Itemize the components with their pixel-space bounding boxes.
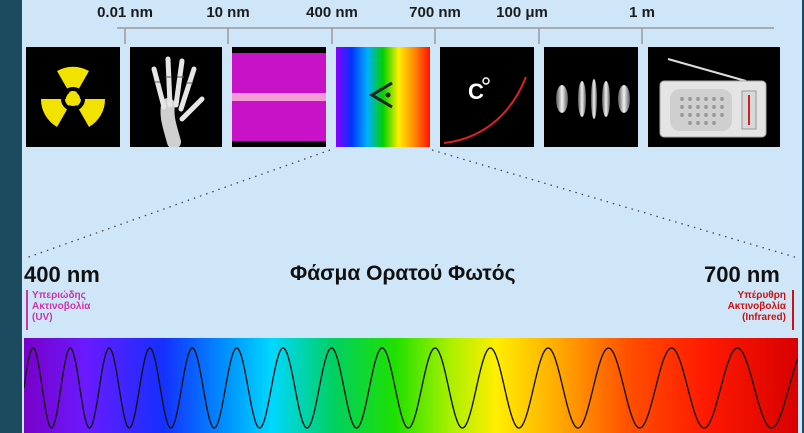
ir-label-line-3: (Infrared)	[742, 312, 786, 323]
infrared-tile: C	[440, 47, 534, 147]
ir-label: Υπέρυθρη Ακτινοβολία (Infrared)	[728, 290, 786, 323]
left-wavelength-label: 400 nm	[24, 262, 100, 287]
wave-path	[24, 347, 798, 429]
ir-label-line-1: Υπέρυθρη	[737, 290, 786, 301]
zoom-lines	[25, 149, 799, 259]
visible-spectrum-band	[24, 338, 798, 433]
microwave-icon	[556, 79, 630, 119]
gamma-ray-tile	[26, 47, 120, 147]
eye-icon	[369, 81, 393, 109]
radio-icon	[659, 58, 767, 138]
uv-label: Υπεριώδης Ακτινοβολία (UV)	[32, 290, 90, 323]
xray-tile	[130, 47, 222, 147]
scale-label-0-01nm: 0.01 nm	[97, 4, 153, 21]
right-wavelength-label: 700 nm	[704, 262, 780, 287]
visible-spectrum-title: Φάσμα Ορατού Φωτός	[290, 262, 516, 285]
visible-light-tile	[336, 47, 430, 147]
thermometer-icon: C	[443, 76, 527, 144]
uv-bands-icon	[232, 47, 326, 147]
ultraviolet-tile	[232, 47, 326, 147]
uv-bracket	[26, 290, 28, 330]
scale-label-100um: 100 μm	[496, 4, 548, 21]
xray-hand-icon	[130, 47, 222, 147]
uv-label-line-3: (UV)	[32, 312, 53, 323]
scale-label-1m: 1 m	[629, 4, 655, 21]
scale-label-700nm: 700 nm	[409, 4, 461, 21]
ir-label-line-2: Ακτινοβολία	[727, 301, 786, 312]
radio-tile	[648, 47, 780, 147]
uv-label-line-1: Υπεριώδης	[32, 290, 86, 301]
microwave-tile	[544, 47, 638, 147]
svg-text:C: C	[468, 79, 484, 104]
scale-label-10nm: 10 nm	[206, 4, 250, 21]
radiation-icon	[40, 66, 106, 127]
uv-label-line-2: Ακτινοβολία	[32, 301, 91, 312]
scale-label-400nm: 400 nm	[306, 4, 358, 21]
scale-axis	[117, 27, 774, 44]
spectrum-diagram: 0.01 nm 10 nm 400 nm 700 nm 100 μm 1 m	[22, 0, 802, 433]
ir-bracket	[792, 290, 794, 330]
wave-line	[24, 347, 798, 429]
